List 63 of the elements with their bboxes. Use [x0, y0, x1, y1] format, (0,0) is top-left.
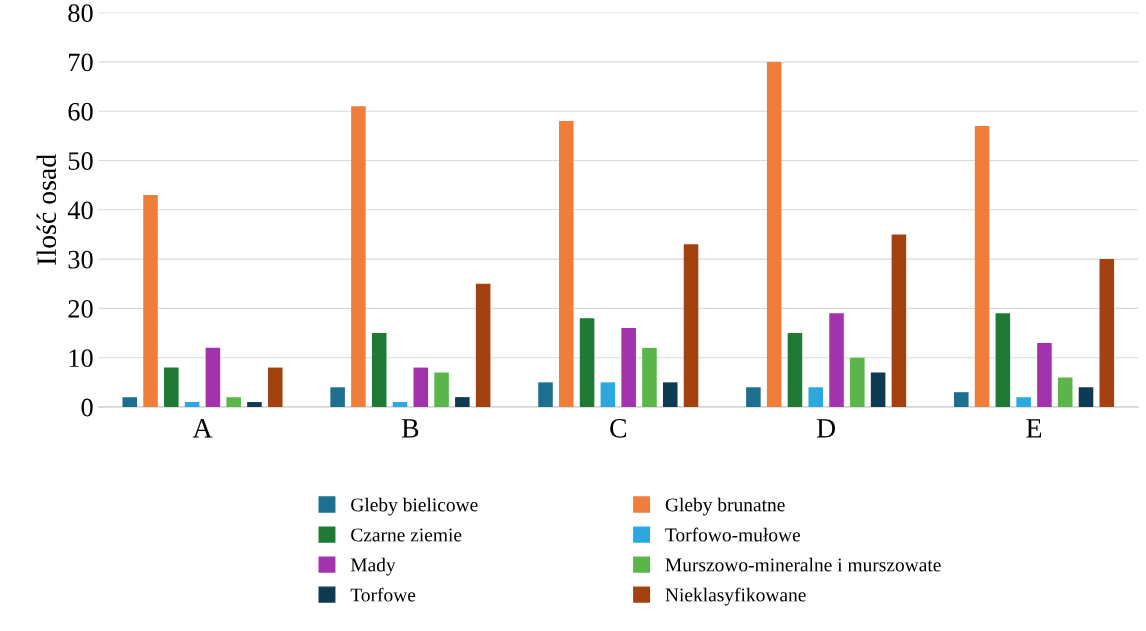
bar: [205, 347, 221, 407]
y-tick-label: 50: [68, 152, 93, 170]
bar: [974, 126, 990, 407]
y-tick-label: 10: [69, 349, 93, 368]
bar: [330, 387, 345, 407]
legend-label: Torfowo-mułowe: [665, 527, 801, 542]
y-tick-label: 30: [68, 250, 93, 269]
bar: [600, 382, 616, 407]
bar: [143, 195, 158, 407]
bar: [351, 106, 366, 407]
bar: [1016, 397, 1031, 407]
bar: [579, 318, 595, 407]
x-tick-label: C: [610, 418, 626, 438]
bar: [247, 402, 262, 407]
y-tick-label: 60: [68, 102, 93, 121]
bar: [267, 367, 283, 407]
bar: [184, 402, 200, 407]
bar: [392, 402, 408, 407]
bar: [559, 121, 574, 407]
bar: [787, 333, 803, 407]
bar: [1037, 342, 1052, 407]
x-tick-label: E: [1026, 419, 1042, 438]
bar: [475, 283, 491, 407]
bar: [455, 397, 470, 407]
bar: [808, 387, 824, 407]
bar: [226, 397, 241, 407]
bar: [870, 372, 886, 407]
y-tick-label: 70: [69, 53, 93, 72]
legend-label: Nieklasyfikowane: [665, 587, 806, 606]
y-tick-label: 20: [68, 300, 93, 318]
bar: [413, 367, 429, 407]
bar: [371, 333, 387, 407]
bar: [995, 313, 1011, 407]
bar: [1099, 259, 1115, 407]
bar: [829, 313, 844, 407]
bar: [662, 382, 678, 407]
bar: [621, 328, 636, 407]
bar: [1057, 377, 1073, 407]
legend-label: Gleby brunatne: [665, 497, 785, 516]
legend-label: Murszowo-mineralne i murszowate: [665, 557, 941, 572]
x-tick-label: A: [192, 419, 213, 438]
bar: [683, 244, 699, 407]
legend-label: Gleby bielicowe: [351, 497, 478, 516]
legend-label: Torfowe: [350, 587, 416, 602]
bar: [954, 392, 969, 407]
bar: [538, 382, 553, 407]
bar: [1078, 387, 1094, 407]
y-axis-title: Ilość osad: [36, 154, 57, 265]
bar: [891, 234, 907, 407]
bar: [434, 372, 449, 407]
bar: [164, 367, 179, 407]
bar: [642, 347, 657, 407]
y-tick-label: 0: [81, 398, 93, 417]
legend-label: Czarne ziemie: [351, 528, 462, 542]
x-tick-label: D: [816, 419, 836, 438]
y-tick-label: 80: [68, 4, 93, 23]
y-tick-label: 40: [67, 201, 93, 220]
bar: [122, 397, 138, 407]
x-tick-label: B: [401, 419, 419, 438]
legend-label: Mady: [350, 557, 396, 576]
bar: [746, 387, 761, 407]
bar: [766, 61, 782, 407]
bar: [850, 357, 865, 407]
